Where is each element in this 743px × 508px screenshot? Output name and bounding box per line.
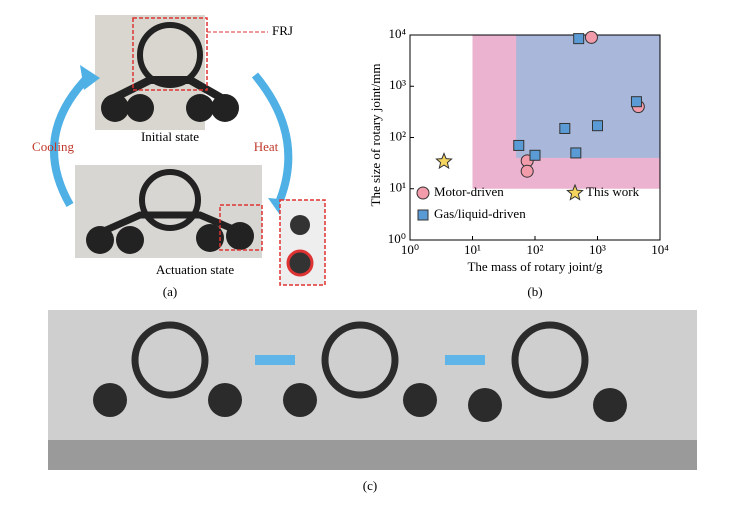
motion-arrow <box>445 355 485 365</box>
point <box>520 164 534 178</box>
panel-label: (b) <box>527 284 542 299</box>
y-tick-label: 10⁰ <box>388 231 406 246</box>
y-tick-label: 10⁴ <box>388 26 406 41</box>
robot-wheel <box>511 321 589 399</box>
legend-label: Gas/liquid-driven <box>434 206 526 221</box>
initial-label: Initial state <box>141 129 199 144</box>
robot-foot <box>226 222 254 250</box>
y-tick-label: 10¹ <box>389 180 406 195</box>
callout-label: FRJ <box>272 23 293 38</box>
point <box>559 122 571 134</box>
x-tick-label: 10⁰ <box>401 242 419 257</box>
robot-foot <box>403 383 437 417</box>
robot-foot <box>196 224 224 252</box>
legend-marker <box>417 209 429 221</box>
robot-foot <box>186 94 214 122</box>
y-tick-label: 10² <box>389 128 406 143</box>
motion-arrow <box>255 355 295 365</box>
robot-foot <box>208 383 242 417</box>
panel-c: (c) <box>48 310 697 493</box>
inset-joint <box>290 215 310 235</box>
panel-label: (a) <box>163 284 177 299</box>
robot-wheel <box>139 169 201 231</box>
point <box>570 147 582 159</box>
panel-b: The mass of rotary joint/g The size of r… <box>368 26 669 299</box>
point <box>584 30 598 44</box>
cooling-label: Cooling <box>32 139 74 154</box>
legend-label: This work <box>586 184 640 199</box>
robots <box>93 321 627 422</box>
heat-label: Heat <box>254 139 279 154</box>
robot-foot <box>593 388 627 422</box>
actuation-label: Actuation state <box>156 262 235 277</box>
callout-box <box>132 17 208 91</box>
panel-label: (c) <box>363 478 377 493</box>
point <box>630 96 642 108</box>
robot-foot <box>93 383 127 417</box>
robot-wheel <box>321 321 399 399</box>
arrow-cooling <box>50 72 93 207</box>
point <box>529 149 541 161</box>
callout-box <box>219 204 263 251</box>
y-axis-label: The size of rotary joint/mm <box>368 64 383 207</box>
point <box>513 139 525 151</box>
inset-spring <box>286 249 314 277</box>
x-tick-label: 10¹ <box>464 242 481 257</box>
robot-wheel <box>137 22 203 88</box>
robot-foot <box>211 94 239 122</box>
robot-wheel <box>131 321 209 399</box>
robot-foot <box>126 94 154 122</box>
arrow-heat <box>251 72 293 202</box>
x-tick-label: 10³ <box>589 242 606 257</box>
point <box>592 120 603 132</box>
point <box>435 152 453 170</box>
point <box>573 33 585 45</box>
robot-foot <box>283 383 317 417</box>
legend-marker <box>416 186 430 200</box>
robot-foot <box>86 226 114 254</box>
ruler <box>48 440 697 470</box>
x-tick-label: 10⁴ <box>651 242 669 257</box>
legend-label: Motor-driven <box>434 184 504 199</box>
x-axis-label: The mass of rotary joint/g <box>467 259 603 274</box>
robot-foot <box>101 94 129 122</box>
robot-frame <box>93 211 242 239</box>
robot-foot <box>468 388 502 422</box>
x-tick-label: 10² <box>527 242 544 257</box>
legend-marker <box>566 183 584 201</box>
robot-foot <box>116 226 144 254</box>
panel-a: FRJ Initial state Cooling Heat Actuation… <box>32 15 326 299</box>
arrowhead <box>80 65 100 90</box>
y-tick-label: 10³ <box>389 77 406 92</box>
